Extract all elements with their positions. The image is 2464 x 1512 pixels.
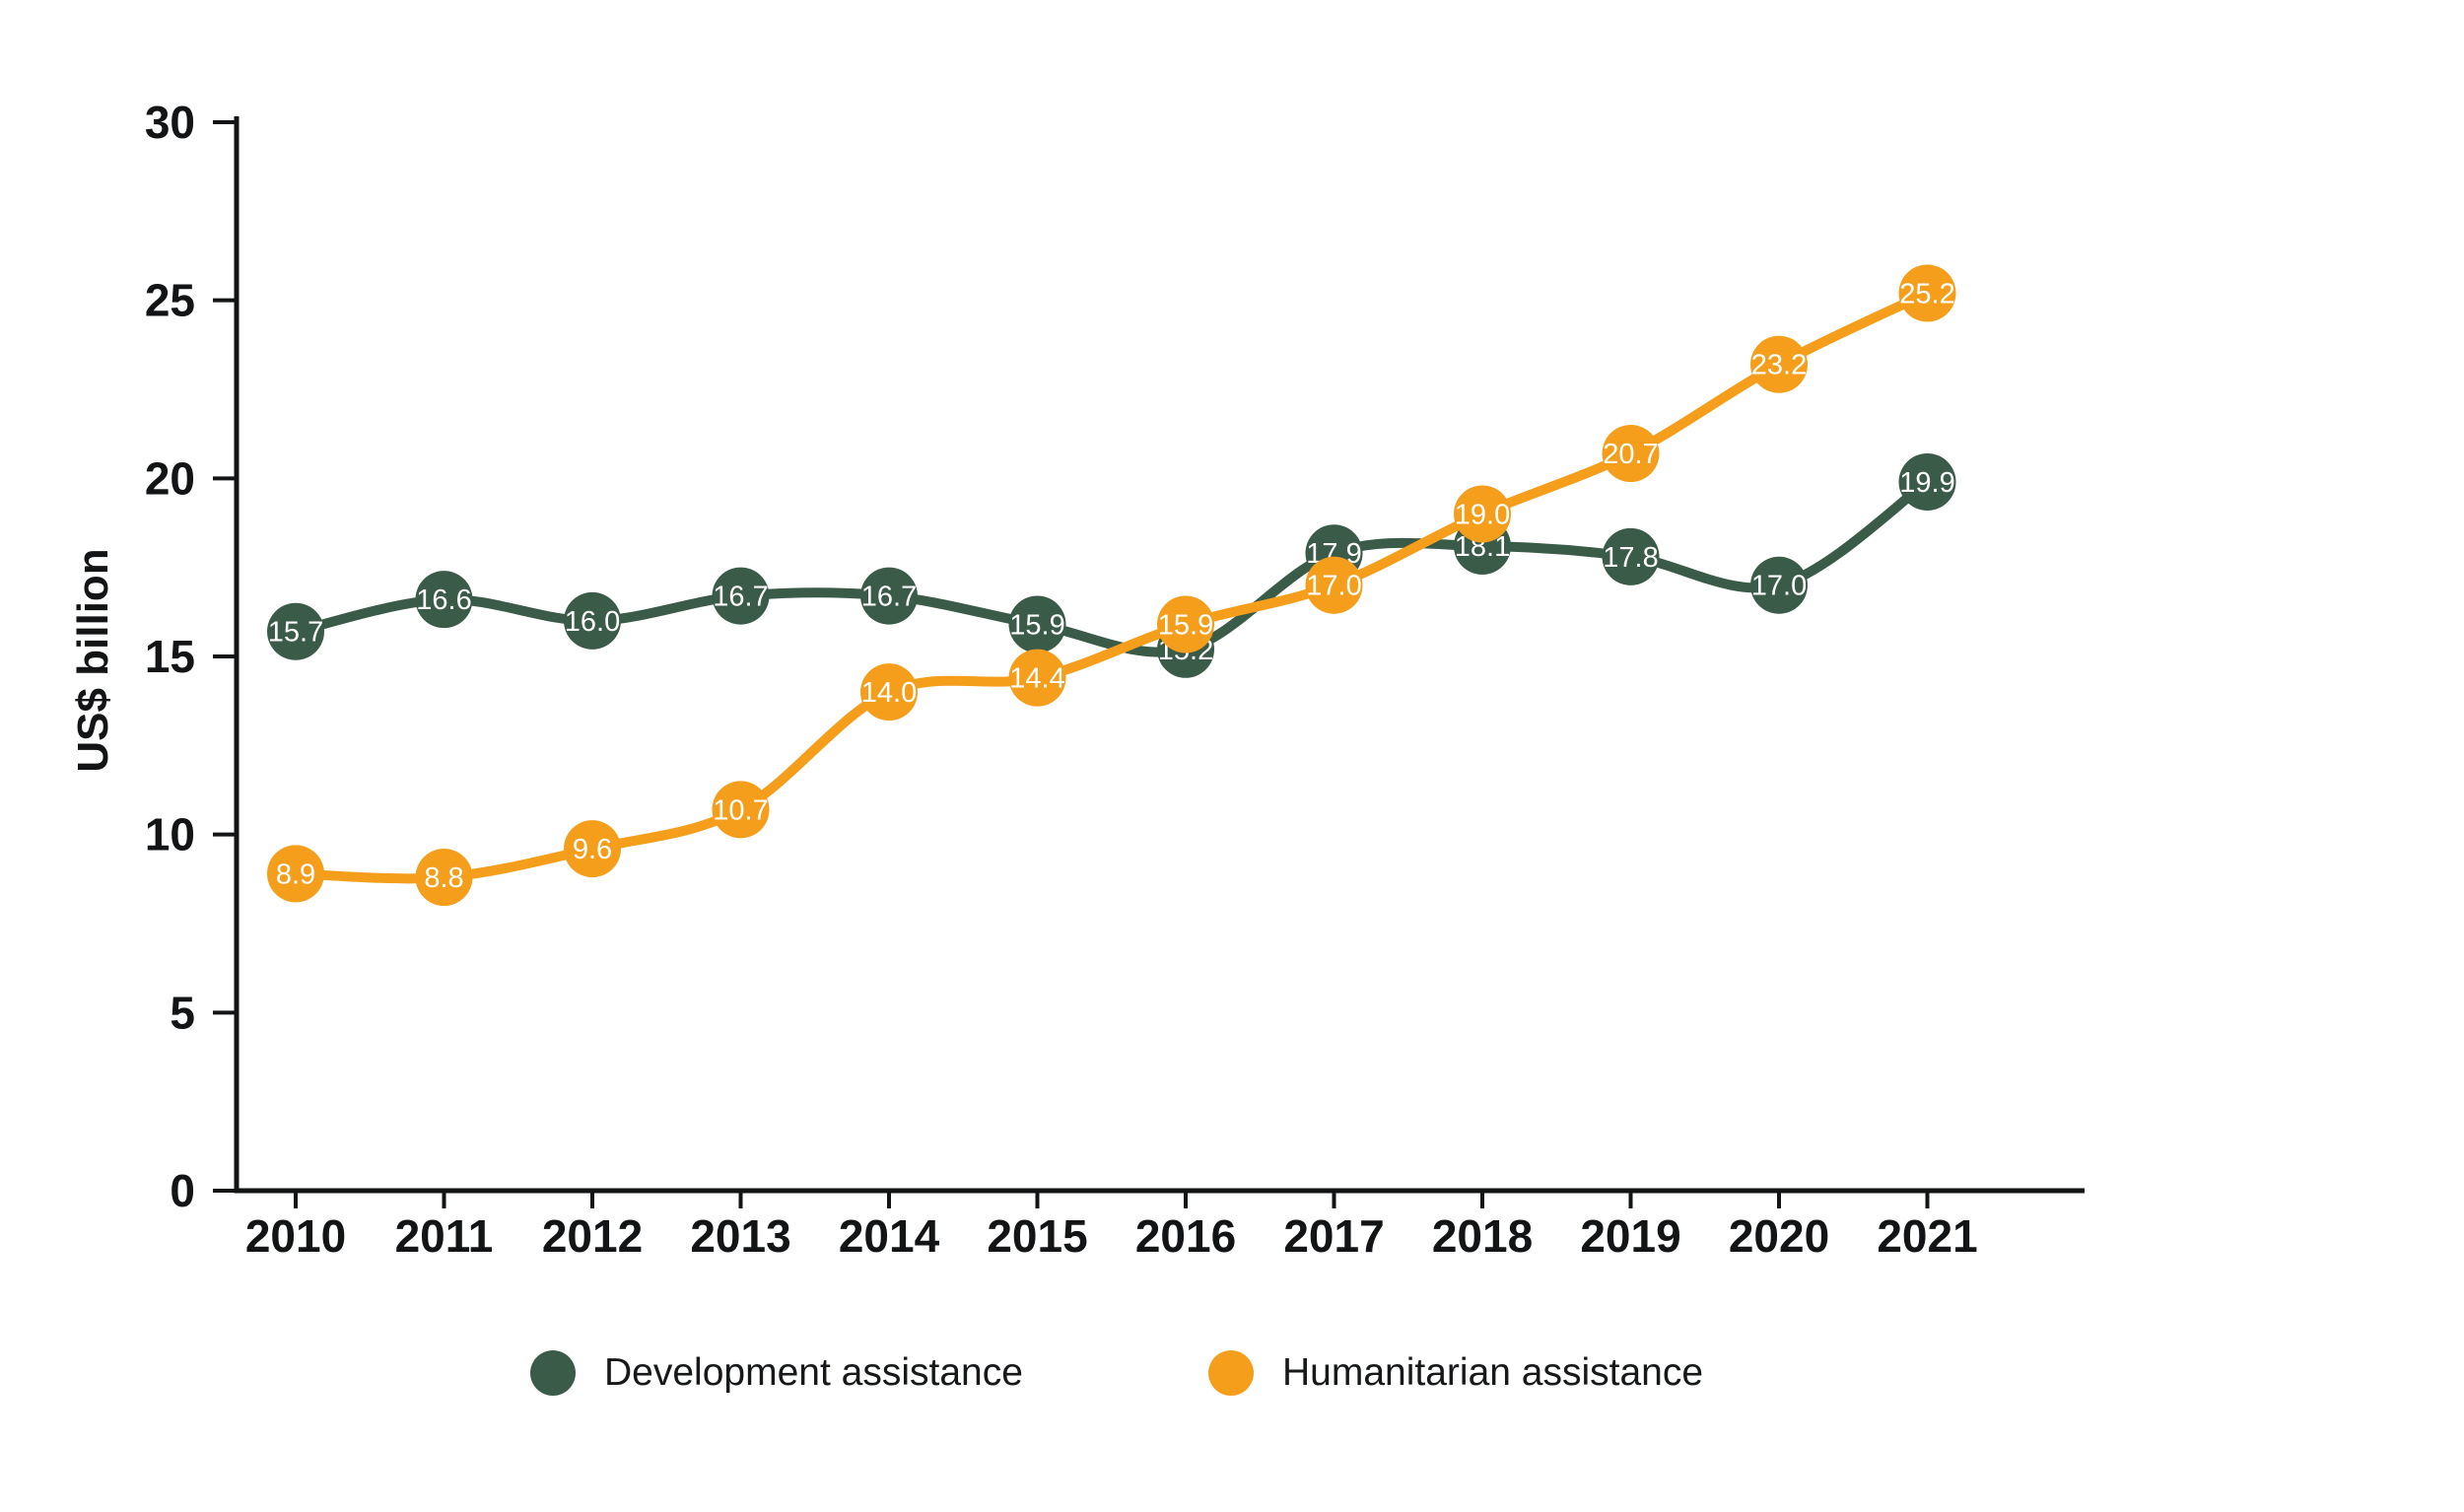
data-point-development-assistance-2014: [860, 567, 918, 625]
series-line-development-assistance: [291, 476, 1933, 657]
legend-item-humanitarian-assistance: Humanitarian assistance: [1208, 1342, 1703, 1404]
data-point-humanitarian-assistance-2016: [1157, 595, 1214, 653]
data-point-development-assistance-2010: [267, 602, 324, 660]
y-tick-label-0: 0: [170, 1165, 195, 1216]
x-tick-label-2013: 2013: [690, 1210, 790, 1262]
data-point-label-development-assistance-2012: 16.0: [565, 606, 620, 638]
x-tick-label-2021: 2021: [1877, 1210, 1977, 1262]
data-point-label-humanitarian-assistance-2017: 17.0: [1306, 571, 1361, 602]
data-point-label-humanitarian-assistance-2013: 10.7: [713, 794, 768, 826]
data-point-development-assistance-2013: [712, 567, 770, 625]
data-point-humanitarian-assistance-2011: [415, 849, 473, 907]
data-point-label-development-assistance-2020: 17.0: [1751, 571, 1807, 602]
data-point-humanitarian-assistance-2015: [1008, 649, 1066, 707]
data-point-humanitarian-assistance-2018: [1454, 485, 1511, 543]
data-point-label-development-assistance-2015: 15.9: [1009, 609, 1064, 641]
data-point-humanitarian-assistance-2020: [1750, 335, 1808, 393]
x-tick-label-2019: 2019: [1580, 1210, 1680, 1262]
legend: Development assistance Humanitarian assi…: [0, 1342, 2464, 1404]
data-point-humanitarian-assistance-2017: [1305, 556, 1363, 614]
x-tick-label-2014: 2014: [839, 1210, 940, 1262]
x-tick-label-2016: 2016: [1135, 1210, 1236, 1262]
x-tick-label-2015: 2015: [987, 1210, 1087, 1262]
y-axis-title: US$ billion: [69, 548, 117, 773]
data-point-label-humanitarian-assistance-2015: 14.4: [1009, 663, 1064, 695]
data-point-development-assistance-2012: [564, 591, 621, 650]
x-tick-label-2010: 2010: [245, 1210, 346, 1262]
x-tick-label-2020: 2020: [1729, 1210, 1829, 1262]
data-point-humanitarian-assistance-2013: [712, 781, 770, 839]
y-tick-label-5: 5: [170, 987, 195, 1038]
data-point-humanitarian-assistance-2021: [1898, 264, 1956, 322]
y-tick-label-15: 15: [145, 631, 195, 682]
data-point-label-development-assistance-2021: 19.9: [1899, 467, 1954, 499]
data-point-label-development-assistance-2010: 15.7: [268, 617, 323, 649]
data-point-humanitarian-assistance-2019: [1602, 425, 1660, 483]
data-point-label-development-assistance-2014: 16.7: [861, 582, 917, 613]
data-point-label-humanitarian-assistance-2019: 20.7: [1603, 439, 1658, 470]
y-tick-label-20: 20: [145, 452, 195, 504]
legend-label-humanitarian-assistance: Humanitarian assistance: [1282, 1351, 1704, 1394]
data-point-humanitarian-assistance-2012: [564, 820, 621, 878]
legend-item-development-assistance: Development assistance: [530, 1342, 1023, 1404]
data-point-label-humanitarian-assistance-2010: 8.9: [276, 859, 315, 890]
data-point-development-assistance-2020: [1750, 556, 1808, 614]
data-point-label-development-assistance-2013: 16.7: [713, 582, 768, 613]
legend-swatch-development-circle-icon: [530, 1350, 576, 1396]
data-point-humanitarian-assistance-2010: [267, 845, 324, 903]
data-point-label-humanitarian-assistance-2021: 25.2: [1899, 278, 1954, 309]
x-tick-label-2012: 2012: [542, 1210, 643, 1262]
data-point-label-humanitarian-assistance-2020: 23.2: [1751, 350, 1807, 381]
legend-label-development-assistance: Development assistance: [604, 1351, 1023, 1394]
data-point-label-humanitarian-assistance-2018: 19.0: [1455, 499, 1510, 530]
x-tick-label-2018: 2018: [1432, 1210, 1533, 1262]
series-line-humanitarian-assistance: [291, 288, 1933, 884]
data-point-development-assistance-2011: [415, 571, 473, 629]
legend-swatch-humanitarian-circle-icon: [1208, 1350, 1254, 1396]
data-point-label-humanitarian-assistance-2014: 14.0: [861, 677, 917, 709]
data-point-label-humanitarian-assistance-2011: 8.8: [424, 862, 463, 894]
y-tick-label-30: 30: [145, 97, 195, 148]
x-tick-label-2011: 2011: [395, 1210, 494, 1262]
data-point-humanitarian-assistance-2014: [860, 663, 918, 722]
data-point-label-development-assistance-2011: 16.6: [416, 584, 471, 616]
data-point-label-humanitarian-assistance-2016: 15.9: [1158, 609, 1213, 641]
data-point-development-assistance-2015: [1008, 595, 1066, 653]
x-tick-label-2017: 2017: [1283, 1210, 1384, 1262]
data-point-development-assistance-2019: [1602, 527, 1660, 585]
y-tick-label-10: 10: [145, 809, 195, 860]
data-point-label-development-assistance-2019: 17.8: [1603, 542, 1658, 574]
y-tick-label-25: 25: [145, 275, 195, 326]
data-point-label-humanitarian-assistance-2012: 9.6: [573, 834, 612, 865]
data-point-development-assistance-2021: [1898, 452, 1956, 511]
